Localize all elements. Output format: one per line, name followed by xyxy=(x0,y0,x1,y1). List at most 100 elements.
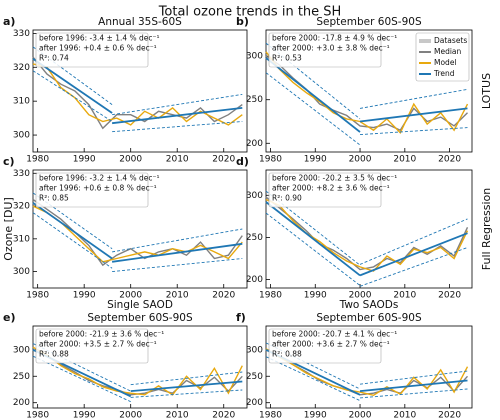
trend-band xyxy=(32,343,131,392)
trend-line xyxy=(359,379,468,392)
stats-text: after 1996: +0.6 ± 0.8 % dec⁻¹ xyxy=(39,184,157,193)
plot-frame xyxy=(265,169,473,289)
trend-band xyxy=(265,212,361,286)
stats-box xyxy=(35,32,149,68)
trend-band xyxy=(359,127,468,136)
plot-frame xyxy=(265,325,473,409)
stats-text: R²: 0.88 xyxy=(272,350,302,359)
stats-text: R²: 0.88 xyxy=(39,350,69,359)
y-tick-label: 300 xyxy=(13,345,30,355)
stats-text: R²: 0.90 xyxy=(272,194,302,203)
trend-band xyxy=(32,212,113,269)
legend-box xyxy=(415,32,470,82)
x-tick-label: 2020 xyxy=(212,291,235,301)
stats-text: after 2000: +3.5 ± 2.7 % dec⁻¹ xyxy=(39,340,157,349)
trend-band xyxy=(112,93,243,116)
panel-label: c) xyxy=(3,155,15,168)
x-tick-label: 2020 xyxy=(438,291,461,301)
y-tick-label: 250 xyxy=(246,95,263,105)
stats-box xyxy=(268,172,382,208)
stats-text: before 2000: -20.2 ± 3.5 % dec⁻¹ xyxy=(272,174,397,183)
trend-band xyxy=(130,371,243,386)
stats-box xyxy=(268,328,382,364)
y-tick-label: 200 xyxy=(13,398,30,408)
y-tick-label: 330 xyxy=(13,29,30,39)
trend-line xyxy=(130,380,243,392)
plot-frame xyxy=(32,169,248,289)
stats-box xyxy=(35,172,149,208)
plot-frame xyxy=(32,29,248,153)
x-tick-label: 2000 xyxy=(349,411,372,420)
x-tick-label: 2020 xyxy=(438,411,461,420)
y-axis-label: Ozone [DU] xyxy=(2,197,15,261)
stats-box xyxy=(268,32,382,68)
y-tick-label: 320 xyxy=(13,63,30,73)
stats-text: R²: 0.53 xyxy=(272,54,302,63)
panel-title: Two SAODs xyxy=(339,299,399,311)
stats-text: after 2000: +3.0 ± 3.8 % dec⁻¹ xyxy=(272,44,390,53)
trend-line xyxy=(32,202,113,260)
x-tick-label: 2010 xyxy=(393,291,416,301)
x-tick-label: 2020 xyxy=(438,155,461,165)
stats-text: R²: 0.85 xyxy=(39,194,69,203)
stats-text: after 2000: +3.6 ± 2.7 % dec⁻¹ xyxy=(272,340,390,349)
legend-label: Model xyxy=(434,58,457,67)
trend-band xyxy=(130,389,243,398)
x-tick-label: 2020 xyxy=(212,411,235,420)
stats-text: before 1996: -3.2 ± 1.4 % dec⁻¹ xyxy=(39,174,160,183)
trend-line xyxy=(265,201,361,277)
x-tick-label: 2000 xyxy=(119,155,142,165)
x-tick-label: 2020 xyxy=(212,155,235,165)
legend-label: Trend xyxy=(433,69,455,78)
panel-title: Single SAOD xyxy=(107,299,173,311)
trend-band xyxy=(32,355,131,403)
y-tick-label: 300 xyxy=(13,267,30,277)
y-tick-label: 250 xyxy=(246,233,263,243)
x-tick-label: 1990 xyxy=(73,291,96,301)
x-tick-label: 1990 xyxy=(304,291,327,301)
trend-band xyxy=(112,228,243,253)
model-line xyxy=(265,348,469,397)
plot-frame xyxy=(32,325,248,409)
model-line xyxy=(265,198,469,272)
model-line xyxy=(32,346,243,396)
x-tick-label: 2010 xyxy=(393,155,416,165)
row-label: Full Regression xyxy=(480,188,493,271)
panel-title: September 60S-90S xyxy=(316,16,422,28)
stats-text: before 2000: -20.7 ± 4.1 % dec⁻¹ xyxy=(272,330,397,339)
x-tick-label: 2000 xyxy=(349,155,372,165)
panel-label: b) xyxy=(236,15,249,28)
y-tick-label: 300 xyxy=(246,52,263,62)
trend-band xyxy=(359,218,468,265)
trend-band xyxy=(265,356,361,402)
x-tick-label: 2000 xyxy=(119,411,142,420)
row-label: LOTUS xyxy=(480,73,493,109)
panel-label: d) xyxy=(236,155,249,168)
y-tick-label: 330 xyxy=(13,169,30,179)
y-tick-label: 200 xyxy=(246,139,263,149)
x-tick-label: 1980 xyxy=(259,291,282,301)
y-tick-label: 250 xyxy=(13,372,30,382)
y-tick-label: 320 xyxy=(13,202,30,212)
legend-label: Datasets xyxy=(434,36,467,45)
x-tick-label: 1990 xyxy=(304,155,327,165)
panel-label: f) xyxy=(236,311,246,324)
x-tick-label: 1980 xyxy=(259,411,282,420)
x-tick-label: 2010 xyxy=(166,411,189,420)
x-tick-label: 2000 xyxy=(349,291,372,301)
plot-frame xyxy=(265,29,473,153)
trend-band xyxy=(359,370,468,385)
stats-text: after 1996: +0.4 ± 0.6 % dec⁻¹ xyxy=(39,44,157,53)
stats-box xyxy=(35,328,149,364)
y-tick-label: 310 xyxy=(13,97,30,107)
y-tick-label: 300 xyxy=(246,345,263,355)
x-tick-label: 1990 xyxy=(304,411,327,420)
panel-title: Annual 35S-60S xyxy=(98,16,182,28)
x-tick-label: 2010 xyxy=(393,411,416,420)
trend-band xyxy=(359,88,468,109)
trend-line xyxy=(359,107,468,123)
median-line xyxy=(32,198,243,267)
trend-band xyxy=(112,258,243,273)
y-tick-label: 200 xyxy=(246,398,263,408)
x-tick-label: 2000 xyxy=(119,291,142,301)
